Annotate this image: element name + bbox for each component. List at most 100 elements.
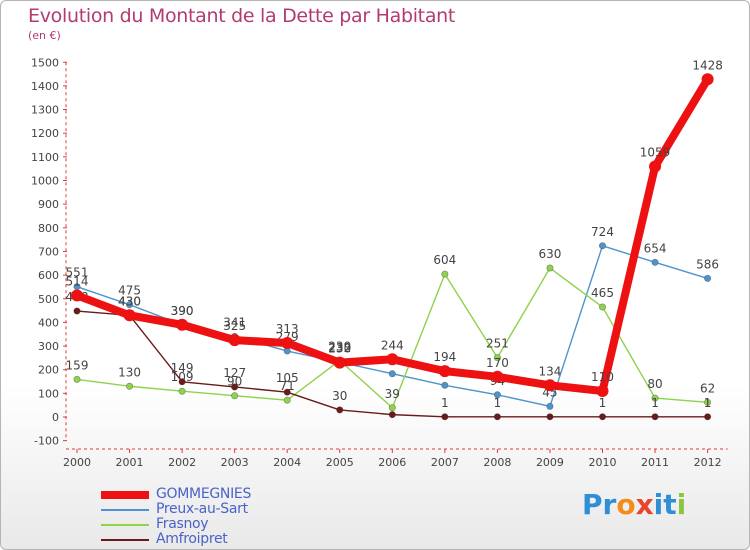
data-point bbox=[704, 398, 712, 406]
data-point bbox=[231, 383, 239, 391]
legend-swatch bbox=[101, 524, 149, 526]
x-tick-label: 2002 bbox=[168, 456, 196, 469]
data-point bbox=[651, 394, 659, 402]
data-label: 194 bbox=[433, 350, 456, 364]
x-tick-label: 2000 bbox=[63, 456, 91, 469]
data-point bbox=[651, 258, 659, 266]
data-label: 724 bbox=[591, 225, 614, 239]
data-point bbox=[598, 242, 606, 250]
x-tick-label: 2008 bbox=[483, 456, 511, 469]
data-point bbox=[281, 336, 294, 349]
data-point bbox=[441, 270, 449, 278]
data-label: 170 bbox=[486, 356, 509, 370]
data-point bbox=[598, 303, 606, 311]
chart-title: Evolution du Montant de la Dette par Hab… bbox=[28, 5, 456, 27]
y-tick-label: 1200 bbox=[31, 127, 59, 140]
x-tick-label: 2010 bbox=[589, 456, 617, 469]
data-label: 244 bbox=[381, 338, 404, 352]
y-tick-label: 600 bbox=[38, 269, 59, 282]
data-point bbox=[336, 406, 344, 414]
data-label: 1059 bbox=[640, 146, 671, 160]
data-label: 630 bbox=[538, 247, 561, 261]
logo-letter: o bbox=[616, 488, 636, 521]
data-label: 1 bbox=[599, 396, 607, 410]
y-tick-label: 800 bbox=[38, 222, 59, 235]
data-point bbox=[231, 392, 239, 400]
y-tick-label: 400 bbox=[38, 316, 59, 329]
data-point bbox=[126, 301, 134, 309]
x-tick-label: 2012 bbox=[694, 456, 722, 469]
data-label: 71 bbox=[280, 379, 295, 393]
data-label: 232 bbox=[328, 341, 351, 355]
data-point bbox=[491, 370, 504, 383]
data-label: 654 bbox=[644, 241, 667, 255]
x-tick-label: 2007 bbox=[431, 456, 459, 469]
y-tick-label: 300 bbox=[38, 340, 59, 353]
y-tick-label: 900 bbox=[38, 198, 59, 211]
data-point bbox=[701, 73, 714, 86]
data-label: 80 bbox=[647, 377, 662, 391]
data-label: 134 bbox=[538, 364, 561, 378]
x-tick-label: 2003 bbox=[221, 456, 249, 469]
logo-letter: x bbox=[635, 488, 654, 521]
y-tick-label: 0 bbox=[52, 411, 59, 424]
data-point bbox=[126, 382, 134, 390]
logo-letter: t bbox=[663, 488, 677, 521]
data-point bbox=[543, 379, 556, 392]
legend-label: GOMMEGNIES bbox=[156, 486, 252, 502]
data-label: 149 bbox=[171, 361, 194, 375]
y-tick-label: 1100 bbox=[31, 151, 59, 164]
logo-letter: i bbox=[653, 488, 664, 521]
data-point bbox=[596, 384, 609, 397]
data-label: 390 bbox=[171, 304, 194, 318]
data-label: 604 bbox=[433, 253, 456, 267]
data-label: 430 bbox=[118, 294, 141, 308]
x-tick-label: 2009 bbox=[536, 456, 564, 469]
data-point bbox=[333, 356, 346, 369]
data-point bbox=[441, 381, 449, 389]
y-tick-label: 1500 bbox=[31, 56, 59, 69]
data-point bbox=[704, 274, 712, 282]
data-point bbox=[651, 413, 659, 421]
legend-label: Preux-au-Sart bbox=[156, 501, 248, 517]
legend-swatch bbox=[101, 509, 149, 511]
data-label: 1428 bbox=[692, 58, 723, 72]
data-label: 239 bbox=[328, 339, 351, 353]
y-tick-label: -100 bbox=[34, 435, 59, 448]
x-tick-label: 2005 bbox=[326, 456, 354, 469]
data-point bbox=[176, 318, 189, 331]
x-tick-label: 2001 bbox=[116, 456, 144, 469]
data-point bbox=[73, 307, 81, 315]
data-label: 90 bbox=[227, 375, 242, 389]
data-label: 325 bbox=[223, 319, 246, 333]
data-label: 1 bbox=[651, 396, 659, 410]
data-point bbox=[386, 353, 399, 366]
y-tick-label: 200 bbox=[38, 364, 59, 377]
x-tick-label: 2011 bbox=[641, 456, 669, 469]
data-point bbox=[598, 413, 606, 421]
x-tick-label: 2004 bbox=[273, 456, 301, 469]
data-point bbox=[704, 413, 712, 421]
data-label: 313 bbox=[276, 322, 299, 336]
data-point bbox=[493, 354, 501, 362]
data-point bbox=[228, 334, 241, 347]
data-label: 475 bbox=[118, 284, 141, 298]
data-label: 127 bbox=[223, 366, 246, 380]
data-point bbox=[493, 413, 501, 421]
data-point bbox=[283, 388, 291, 396]
legend-swatch bbox=[101, 491, 149, 499]
data-point bbox=[441, 413, 449, 421]
legend-swatch bbox=[101, 539, 149, 541]
data-point bbox=[178, 378, 186, 386]
legend-label: Frasnoy bbox=[156, 516, 209, 532]
data-label: 110 bbox=[591, 370, 614, 384]
data-label: 1 bbox=[441, 396, 449, 410]
y-tick-label: 500 bbox=[38, 293, 59, 306]
data-label: 30 bbox=[332, 389, 347, 403]
unit-label: (en €) bbox=[28, 29, 61, 42]
logo-letter: P bbox=[582, 488, 603, 521]
data-point bbox=[649, 160, 662, 173]
data-point bbox=[546, 402, 554, 410]
y-tick-label: 1300 bbox=[31, 104, 59, 117]
